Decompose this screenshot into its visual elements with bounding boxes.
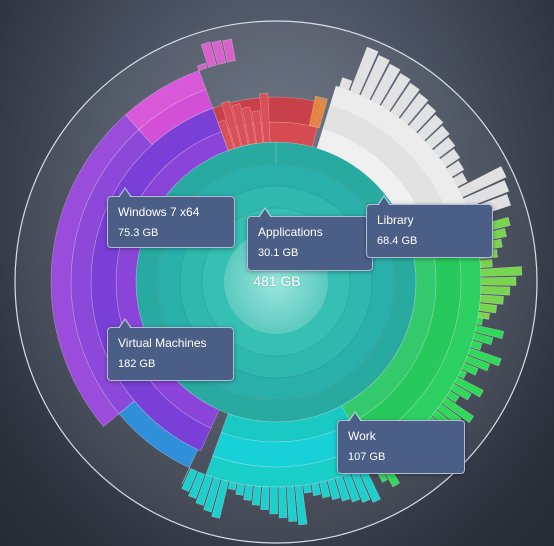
cyan-leaf-9[interactable]	[294, 485, 308, 526]
work-leaf-b-5[interactable]	[464, 355, 491, 372]
work-leaf-b-6[interactable]	[461, 362, 479, 376]
cyan-leaf-12[interactable]	[269, 486, 278, 515]
vm-purple-outer[interactable]	[50, 114, 140, 428]
app-leaf-3[interactable]	[241, 106, 256, 145]
callout-library[interactable]: Library 68.4 GB	[366, 195, 493, 258]
callout-name: Library	[377, 213, 414, 227]
orange-leaf-1[interactable]	[314, 97, 328, 129]
win-leaf-0[interactable]	[196, 62, 208, 71]
cyan-leaf-11[interactable]	[278, 486, 288, 519]
callout-work[interactable]: Work 107 GB	[337, 411, 465, 474]
app-leaf-0[interactable]	[217, 119, 235, 151]
windows7-band-outer[interactable]	[125, 70, 207, 131]
callout-name: Applications	[258, 225, 323, 239]
total-size-label: 481 GB	[253, 273, 301, 289]
app-leaf-5[interactable]	[259, 92, 271, 143]
win-leaf-3[interactable]	[222, 38, 236, 63]
library-leaf-7[interactable]	[408, 103, 437, 133]
callout-windows7[interactable]: Windows 7 x64 75.3 GB	[107, 187, 235, 248]
work-leaf-b-9[interactable]	[450, 383, 472, 401]
windows7-band[interactable]	[138, 88, 214, 145]
library-leaf-8[interactable]	[416, 114, 444, 141]
cyan-leaf-13[interactable]	[260, 486, 270, 511]
work-leaf-a-6[interactable]	[480, 266, 523, 277]
cyan-leaf-4[interactable]	[335, 475, 351, 502]
callout-virtual-machines[interactable]: Virtual Machines 182 GB	[107, 318, 234, 381]
work-leaf-a-8[interactable]	[480, 285, 511, 296]
work-leaf-b-3[interactable]	[470, 340, 483, 351]
cyan-leaf-21[interactable]	[188, 471, 206, 500]
callout-size: 107 GB	[348, 451, 386, 463]
cyan-leaf-23[interactable]	[181, 467, 191, 485]
cyan-leaf-10[interactable]	[286, 485, 298, 522]
cyan-leaf-22[interactable]	[181, 468, 198, 492]
work-leaf-b-10[interactable]	[445, 390, 460, 403]
work-leaf-a-5[interactable]	[479, 258, 493, 269]
library-leaf-0[interactable]	[338, 77, 353, 91]
library-leaf-10[interactable]	[432, 136, 456, 159]
library-leaf-3[interactable]	[370, 63, 401, 106]
app-leaf-2[interactable]	[231, 103, 249, 147]
library-leaf-4[interactable]	[380, 72, 411, 112]
library-leaf-6[interactable]	[399, 92, 429, 126]
callout-size: 75.3 GB	[118, 227, 159, 239]
library-leaf-14[interactable]	[457, 165, 507, 198]
app-leaf-1[interactable]	[220, 100, 242, 149]
callout-applications[interactable]: Applications 30.1 GB	[247, 207, 373, 271]
cyan-leaf-18[interactable]	[211, 479, 229, 519]
library-leaf-11[interactable]	[439, 148, 461, 168]
app-leaf-4[interactable]	[251, 110, 264, 144]
cyan-leaf-6[interactable]	[319, 480, 331, 499]
library-leaf-5[interactable]	[390, 82, 420, 119]
cyan-band[interactable]	[205, 444, 373, 488]
cyan-tail-ring-1[interactable]	[220, 405, 352, 443]
library-leaf-13[interactable]	[452, 172, 468, 188]
cyan-leaf-8[interactable]	[302, 483, 312, 494]
orange-leaf-0[interactable]	[308, 95, 322, 127]
vm-blue-band[interactable]	[118, 400, 199, 469]
work-leaf-b-1[interactable]	[474, 324, 505, 340]
work-leaf-b-0[interactable]	[476, 317, 484, 326]
work-leaf-a-9[interactable]	[479, 294, 504, 305]
work-leaf-b-4[interactable]	[467, 347, 502, 367]
callout-size: 182 GB	[118, 358, 156, 370]
cyan-leaf-20[interactable]	[195, 474, 214, 506]
library-leaf-2[interactable]	[360, 54, 390, 100]
cyan-leaf-16[interactable]	[235, 483, 245, 496]
work-leaf-a-10[interactable]	[478, 303, 498, 314]
callout-size: 30.1 GB	[258, 247, 299, 259]
win-leaf-1[interactable]	[200, 41, 217, 68]
cyan-leaf-5[interactable]	[327, 478, 341, 501]
work-leaf-b-7[interactable]	[457, 369, 468, 380]
work-leaf-b-11[interactable]	[441, 396, 475, 424]
callout-name: Work	[348, 429, 376, 443]
win-leaf-2[interactable]	[211, 39, 227, 66]
cyan-leaf-7[interactable]	[311, 482, 322, 497]
callout-name: Windows 7 x64	[118, 205, 200, 219]
callout-name: Virtual Machines	[118, 336, 207, 350]
library-leaf-12[interactable]	[446, 160, 465, 178]
work-leaf-b-2[interactable]	[472, 332, 494, 346]
cyan-leaf-15[interactable]	[243, 484, 254, 501]
library-leaf-1[interactable]	[349, 46, 379, 96]
callout-size: 68.4 GB	[377, 235, 418, 247]
work-leaf-a-7[interactable]	[480, 276, 517, 286]
cyan-leaf-17[interactable]	[227, 481, 237, 491]
cyan-leaf-19[interactable]	[203, 476, 221, 513]
work-leaf-b-8[interactable]	[454, 376, 484, 398]
cyan-tail-ring-2[interactable]	[212, 422, 364, 468]
library-leaf-9[interactable]	[425, 125, 450, 150]
cyan-leaf-14[interactable]	[251, 485, 262, 506]
